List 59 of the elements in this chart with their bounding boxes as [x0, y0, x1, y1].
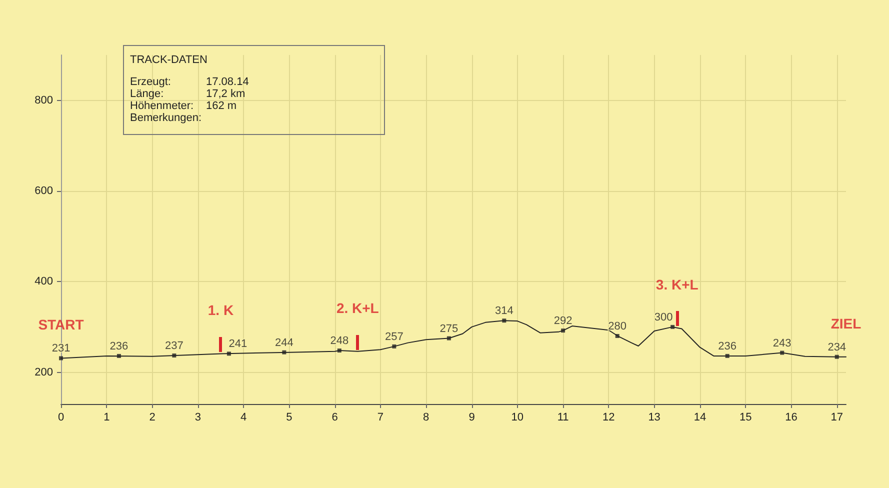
data-label: 236	[718, 340, 737, 352]
point	[615, 334, 620, 338]
point	[834, 354, 839, 359]
data-label: 234	[828, 341, 846, 354]
data-label: 237	[165, 340, 184, 352]
y-tick-label: 600	[34, 184, 53, 197]
point	[670, 324, 675, 329]
point	[226, 352, 231, 356]
point	[172, 354, 176, 358]
data-label: 257	[384, 330, 404, 343]
data-label: 314	[494, 305, 514, 318]
x-tick-label: 7	[377, 412, 384, 424]
annotation: ZIEL	[830, 315, 862, 332]
data-label: 244	[275, 336, 294, 349]
x-tick-label: 2	[149, 412, 156, 424]
x-tick-label: 5	[286, 412, 292, 424]
x-tick-label: 1	[104, 412, 110, 424]
x-tick-label: 14	[694, 412, 706, 424]
data-label: 243	[772, 337, 792, 350]
point	[337, 348, 342, 353]
annotation: 3. K+L	[656, 276, 699, 292]
annotation: Höhenmeter: 162 m	[130, 100, 238, 112]
x-tick-label: 4	[240, 412, 247, 424]
point	[282, 350, 286, 354]
point	[561, 328, 566, 333]
y-tick-label: 200	[34, 366, 53, 378]
point	[780, 350, 784, 355]
x-tick-label: 8	[423, 412, 430, 424]
annotation: Bemerkungen:	[130, 112, 203, 124]
info-box: TRACK-DATEN Erzeugt: 17.08.14 Länge: 17,2 km Höhenmeter: 162 m Bemerkungen:	[123, 45, 385, 135]
x-tick-label: 12	[602, 412, 615, 424]
data-label: 248	[330, 335, 349, 348]
x-tick-label: 0	[58, 412, 64, 424]
x-tick-label: 10	[511, 412, 524, 424]
annotation: 1. K	[208, 302, 234, 318]
y-tick-label: 800	[34, 94, 53, 106]
data-label: 236	[110, 340, 128, 352]
data-label: 292	[554, 315, 572, 328]
x-tick-label: 16	[785, 412, 798, 424]
x-tick-label: 15	[739, 412, 752, 424]
chart-title: TRACK-DATEN	[130, 54, 208, 66]
data-label: 275	[440, 322, 458, 335]
data-label: 300	[654, 311, 673, 324]
point	[116, 354, 121, 358]
x-tick-label: 11	[557, 412, 569, 424]
annotation: 2. K+L	[336, 300, 380, 316]
data-label: 241	[228, 338, 248, 350]
x-tick-label: 13	[648, 412, 660, 424]
point	[446, 336, 451, 340]
point	[392, 344, 396, 348]
x-tick-label: 9	[468, 412, 475, 424]
x-tick-label: 6	[332, 412, 338, 424]
data-label: 280	[608, 320, 627, 333]
point	[502, 318, 506, 323]
point	[725, 354, 730, 358]
point	[59, 356, 63, 360]
x-tick-label: 17	[830, 412, 843, 424]
y-tick-label: 400	[34, 276, 53, 288]
x-tick-label: 3	[194, 412, 201, 424]
